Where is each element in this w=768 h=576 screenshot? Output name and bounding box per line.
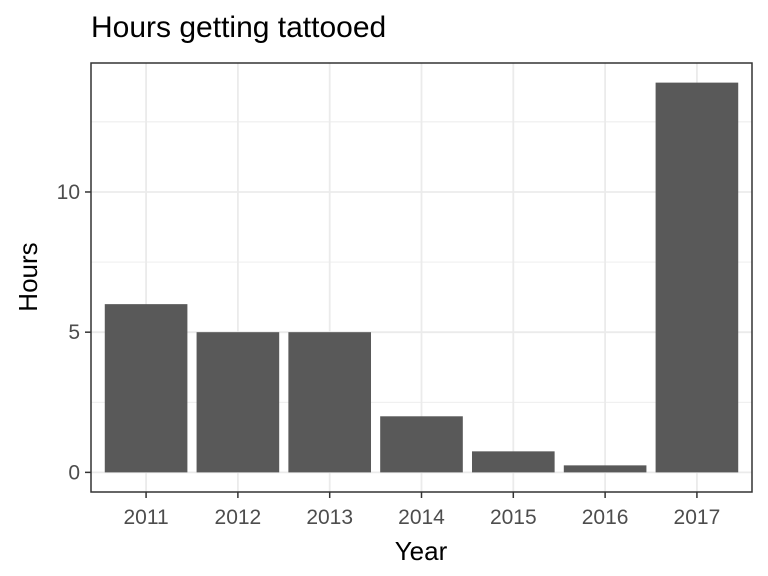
x-tick-label: 2014 bbox=[398, 506, 445, 529]
bar-2014 bbox=[380, 416, 463, 473]
y-tick-label: 10 bbox=[57, 181, 80, 204]
bar-2016 bbox=[563, 465, 647, 473]
y-axis: 0 5 10 bbox=[57, 181, 91, 484]
bar-2013 bbox=[288, 332, 372, 473]
bar-2015 bbox=[471, 451, 555, 473]
y-tick-label: 0 bbox=[68, 461, 80, 484]
bar-2017 bbox=[655, 82, 739, 473]
y-axis-title: Hours bbox=[13, 242, 43, 311]
x-tick-label: 2015 bbox=[490, 506, 537, 529]
bars bbox=[104, 82, 739, 473]
x-tick-label: 2013 bbox=[306, 506, 353, 529]
x-tick-label: 2016 bbox=[582, 506, 629, 529]
chart-title: Hours getting tattooed bbox=[91, 11, 386, 44]
x-tick-label: 2017 bbox=[674, 506, 721, 529]
x-axis: 2011 2012 2013 2014 2015 2016 2017 bbox=[123, 492, 720, 529]
x-tick-label: 2012 bbox=[215, 506, 262, 529]
x-tick-label: 2011 bbox=[123, 506, 168, 529]
x-axis-title: Year bbox=[395, 536, 448, 566]
bar-2012 bbox=[196, 332, 280, 473]
bar-2011 bbox=[104, 304, 188, 473]
y-tick-label: 5 bbox=[68, 321, 80, 344]
